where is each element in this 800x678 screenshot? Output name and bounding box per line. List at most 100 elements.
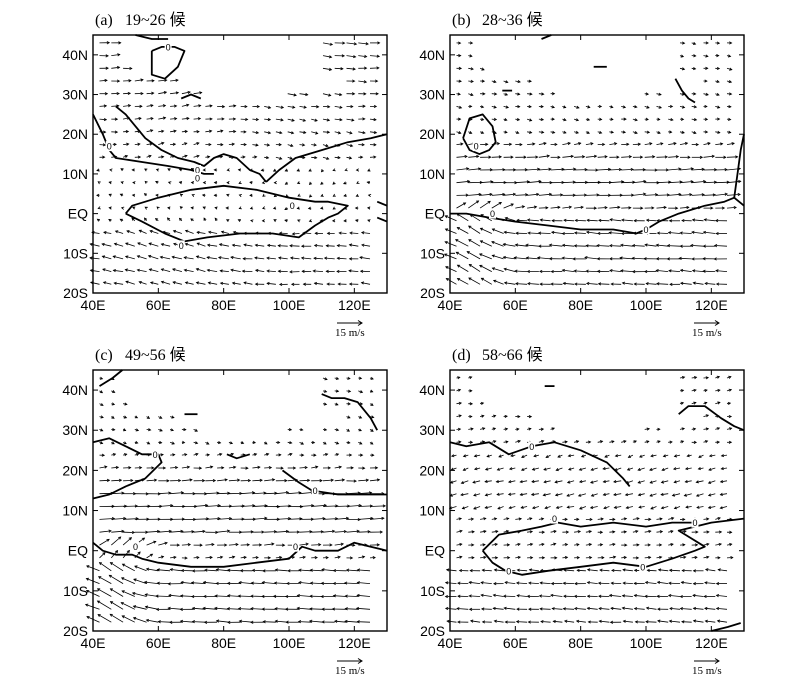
wind-vector <box>205 130 212 133</box>
contour-line <box>376 200 388 207</box>
wind-vector <box>102 243 112 247</box>
wind-vector-head <box>226 607 230 611</box>
wind-vector-head <box>323 402 328 406</box>
wind-vector <box>621 181 635 184</box>
wind-vector <box>528 232 539 234</box>
wind-vector-head <box>209 117 213 121</box>
contour-line <box>321 393 378 431</box>
wind-vector <box>264 106 271 109</box>
wind-vector-head <box>280 105 285 109</box>
wind-vector-head <box>214 594 218 598</box>
x-tick-label: 40E <box>81 635 106 651</box>
wind-vector-head <box>622 105 627 109</box>
wind-vector-head <box>646 130 651 134</box>
wind-vector <box>158 105 166 107</box>
wind-vector-head <box>196 142 200 146</box>
wind-vector <box>515 181 530 184</box>
wind-vector-head <box>284 207 288 211</box>
wind-vector-head <box>650 454 654 458</box>
wind-vector-head <box>102 268 106 272</box>
wind-vector-head <box>562 607 566 611</box>
wind-vector-head <box>589 517 593 522</box>
y-tick-label: 40N <box>419 382 445 398</box>
wind-vector <box>726 142 735 145</box>
wind-vector <box>614 506 622 509</box>
wind-vector-head <box>517 555 522 560</box>
wind-vector-head <box>183 256 187 260</box>
wind-vector <box>703 231 716 234</box>
wind-vector-head <box>486 454 490 458</box>
wind-vector-head <box>254 243 258 247</box>
wind-vector-head <box>287 569 291 573</box>
wind-vector <box>322 479 334 482</box>
wind-vector <box>158 117 166 120</box>
wind-vector-head <box>462 454 467 458</box>
wind-vector-head <box>309 581 314 585</box>
wind-vector <box>170 130 177 133</box>
wind-vector <box>726 194 741 196</box>
wind-vector-head <box>568 205 573 209</box>
wind-vector <box>638 506 645 508</box>
wind-vector-head <box>323 389 328 393</box>
wind-vector-head <box>339 118 343 122</box>
wind-vector-head <box>469 619 474 623</box>
wind-vector-head <box>608 231 612 235</box>
wind-vector-head <box>728 80 733 84</box>
wind-vector <box>668 270 681 272</box>
wind-vector <box>334 543 344 546</box>
wind-vector-head <box>363 80 368 84</box>
wind-vector-head <box>541 542 545 547</box>
wind-vector <box>455 239 469 247</box>
wind-vector-head <box>729 67 733 71</box>
wind-vector <box>344 582 359 584</box>
wind-vector <box>170 118 177 120</box>
wind-vector-head <box>493 440 497 444</box>
wind-vector-head <box>113 142 117 146</box>
wind-vector <box>228 505 245 507</box>
wind-vector-head <box>267 105 272 109</box>
wind-vector <box>485 467 492 470</box>
wind-vector-head <box>470 93 474 97</box>
wind-vector-head <box>125 280 129 284</box>
wind-vector <box>463 467 469 471</box>
wind-vector <box>456 168 469 171</box>
wind-vector-head <box>570 154 575 158</box>
wind-vector <box>644 556 651 559</box>
wind-vector <box>632 257 645 260</box>
wind-vector <box>531 480 539 483</box>
wind-vector-head <box>644 243 648 247</box>
wind-vector <box>590 506 598 509</box>
wind-vector-head <box>343 219 347 223</box>
wind-vector <box>679 206 689 209</box>
wind-vector-head <box>238 619 243 623</box>
wind-vector-head <box>286 581 290 586</box>
wind-vector-head <box>196 130 200 134</box>
wind-vector <box>672 493 681 496</box>
wind-vector-head <box>351 118 355 122</box>
wind-vector <box>579 467 587 471</box>
wind-vector-head <box>175 78 179 82</box>
wind-vector <box>227 608 241 610</box>
wind-vector-head <box>669 607 673 611</box>
wind-vector-head <box>507 492 512 496</box>
wind-vector-head <box>325 269 329 273</box>
wind-vector-head <box>553 529 557 534</box>
wind-vector-head <box>631 244 636 248</box>
wind-vector-head <box>702 244 706 248</box>
wind-vector-head <box>124 402 128 406</box>
wind-vector-head <box>104 92 109 96</box>
wind-vector-head <box>457 376 461 380</box>
wind-vector-head <box>328 55 333 59</box>
wind-vector-head <box>670 530 674 534</box>
wind-vector-head <box>661 467 665 471</box>
wind-vector-head <box>460 481 465 484</box>
wind-vector <box>238 595 253 597</box>
wind-vector-head <box>296 530 301 534</box>
wind-vector <box>158 156 164 158</box>
wind-vector <box>297 595 312 597</box>
wind-vector-head <box>622 568 626 572</box>
wind-vector-head <box>314 156 318 160</box>
wind-vector-head <box>660 480 665 484</box>
wind-vector-head <box>705 92 709 96</box>
panel-label: (c) <box>95 347 113 364</box>
